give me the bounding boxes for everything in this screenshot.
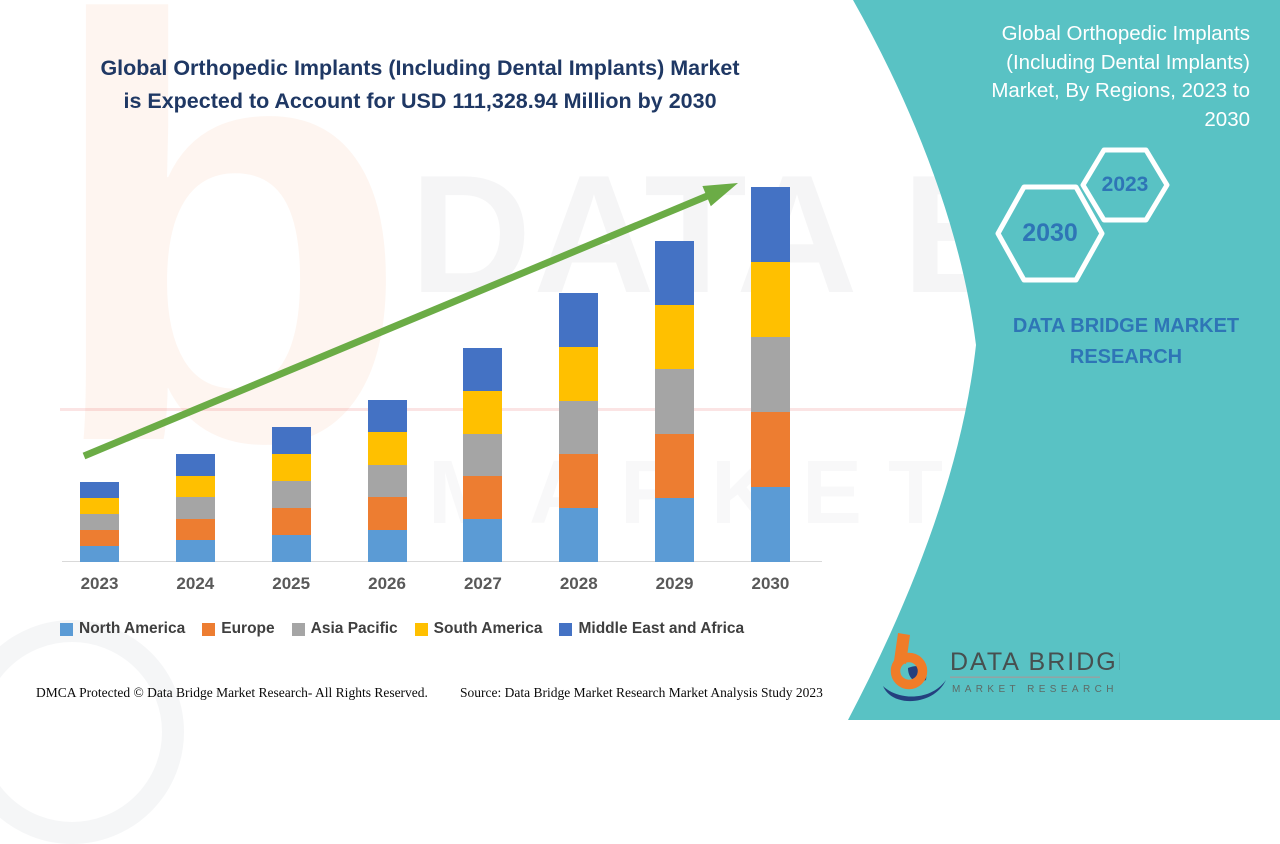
x-axis-label-2023: 2023 (80, 574, 119, 593)
bar-2024-europe (175, 518, 215, 541)
legend-label: North America (79, 620, 186, 637)
bar-2030-south-america (750, 262, 790, 337)
hexagon-2030-icon (995, 184, 1105, 283)
bar-2023-middle-east-and-africa (80, 482, 119, 498)
bar-2023-europe (80, 530, 119, 546)
bar-2026-north-america (367, 529, 407, 562)
x-axis-label-2027: 2027 (463, 574, 502, 593)
bar-2024-middle-east-and-africa (175, 454, 215, 476)
bar-2023-north-america (80, 546, 119, 562)
x-axis-label-2029: 2029 (655, 574, 694, 593)
panel-brand-text: DATA BRIDGE MARKET RESEARCH (1012, 315, 1240, 368)
bar-2030-north-america (750, 487, 790, 562)
bar-2030-asia-pacific (750, 337, 790, 412)
bar-2024-north-america (175, 540, 215, 562)
bar-2023-asia-pacific (80, 514, 119, 530)
panel-title-line-2: (Including Dental Implants) (1006, 50, 1250, 74)
panel-title-line-1: Global Orthopedic Implants (1001, 22, 1250, 45)
bar-2027-europe (463, 476, 503, 520)
legend-swatch-icon (414, 622, 428, 636)
hexagon-2023-icon (1080, 147, 1170, 223)
x-axis-line (62, 561, 822, 562)
bar-2026-europe (367, 497, 407, 530)
bar-2026-asia-pacific (367, 464, 407, 498)
bar-2030 (750, 187, 790, 562)
bar-2023-south-america (80, 498, 119, 514)
chart-legend: North America Europe Asia Pacific South Ame… (60, 620, 744, 638)
x-axis-label-2028: 2028 (559, 574, 598, 593)
x-axis-label-2030: 2030 (751, 574, 790, 593)
x-axis-label-2025: 2025 (272, 574, 311, 593)
legend-label: South America (433, 620, 543, 637)
bar-2025-europe (271, 508, 311, 535)
legend-swatch-icon (60, 622, 73, 636)
legend-label: Middle East and Africa (578, 620, 745, 637)
legend-item-europe: Europe (202, 620, 275, 638)
bar-2024-south-america (175, 475, 215, 498)
bar-2030-europe (750, 412, 790, 487)
legend-swatch-icon (202, 622, 216, 636)
legend-swatch-icon (291, 622, 305, 636)
x-axis-label-2026: 2026 (368, 574, 406, 593)
teal-side-panel (848, 0, 1280, 720)
legend-item-middle-east-and-africa: Middle East and Africa (559, 620, 744, 638)
databridge-logo-b-icon (883, 633, 946, 702)
panel-title: Global Orthopedic Implants (Including De… (905, 20, 1250, 135)
legend-item-asia-pacific: Asia Pacific (291, 620, 398, 638)
legend-item-south-america: South America (414, 620, 543, 638)
bar-2028-north-america (559, 508, 599, 562)
bar-2030-middle-east-and-africa (750, 187, 790, 262)
hexagon-2030-label: 2030 (1022, 219, 1078, 247)
legend-label: Asia Pacific (310, 620, 398, 637)
bar-2024 (175, 454, 215, 562)
legend-swatch-icon (559, 622, 573, 636)
logo-subtitle: MARKET RESEARCH (952, 684, 1118, 695)
panel-title-line-3: Market, By Regions, 2023 to (991, 79, 1250, 103)
footer-source-text: Source: Data Bridge Market Research Mark… (460, 685, 823, 700)
bar-2024-asia-pacific (175, 497, 215, 519)
databridge-logo: DATA BRIDGE MARKET RESEARCH (883, 633, 1120, 702)
footer-dmca-text: DMCA Protected © Data Bridge Market Rese… (36, 685, 428, 700)
bar-2029-north-america (655, 497, 695, 562)
panel-title-line-4: 2030 (1204, 108, 1250, 132)
page-title-line-1: Global Orthopedic Implants (Including De… (100, 56, 740, 80)
logo-name: DATA BRIDGE (950, 648, 1120, 676)
x-axis-label-2024: 2024 (176, 574, 215, 593)
page-title: Global Orthopedic Implants (Including De… (40, 52, 800, 119)
bar-2025-asia-pacific (271, 481, 311, 508)
bar-2027-north-america (463, 519, 503, 562)
legend-item-north-america: North America (60, 620, 185, 638)
bar-2028-europe (559, 454, 599, 509)
page-title-line-2: is Expected to Account for USD 111,328.9… (123, 89, 717, 114)
hexagon-2023-label: 2023 (1101, 173, 1149, 196)
bar-2023 (80, 482, 119, 562)
legend-label: Europe (221, 620, 275, 637)
bar-2025-north-america (271, 535, 311, 562)
